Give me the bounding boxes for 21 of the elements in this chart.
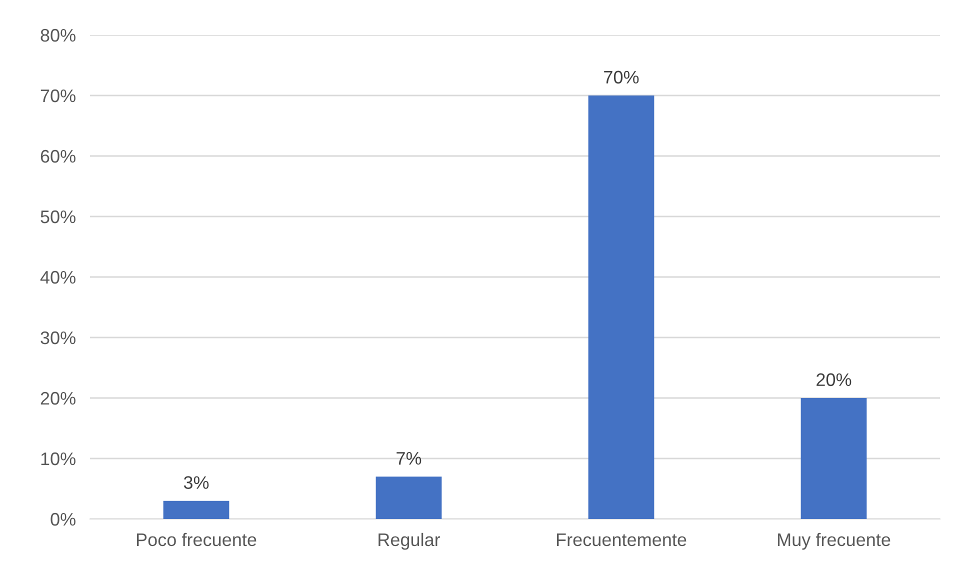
x-tick-label: Frecuentemente	[557, 534, 686, 546]
data-label: 20%	[816, 373, 852, 386]
bar	[376, 476, 442, 519]
y-tick-label: 20%	[40, 392, 76, 405]
data-label: 7%	[396, 452, 422, 465]
data-label: 70%	[604, 70, 639, 84]
data-label: 3%	[184, 476, 209, 489]
bar	[163, 500, 230, 519]
x-tick-label: Poco frecuente	[137, 532, 256, 546]
y-tick-label: 40%	[40, 270, 76, 284]
x-tick-label: Muy frecuente	[778, 532, 890, 550]
x-tick-label: Regular	[378, 532, 440, 550]
bar	[800, 398, 867, 519]
y-tick-label: 30%	[40, 331, 76, 344]
y-tick-label: 0%	[50, 512, 76, 526]
bar	[588, 96, 654, 519]
y-tick-label: 50%	[40, 210, 76, 224]
y-tick-label: 80%	[40, 28, 76, 42]
y-tick-label: 10%	[41, 452, 76, 466]
y-tick-label: 60%	[40, 150, 76, 163]
y-tick-label: 70%	[40, 89, 76, 102]
